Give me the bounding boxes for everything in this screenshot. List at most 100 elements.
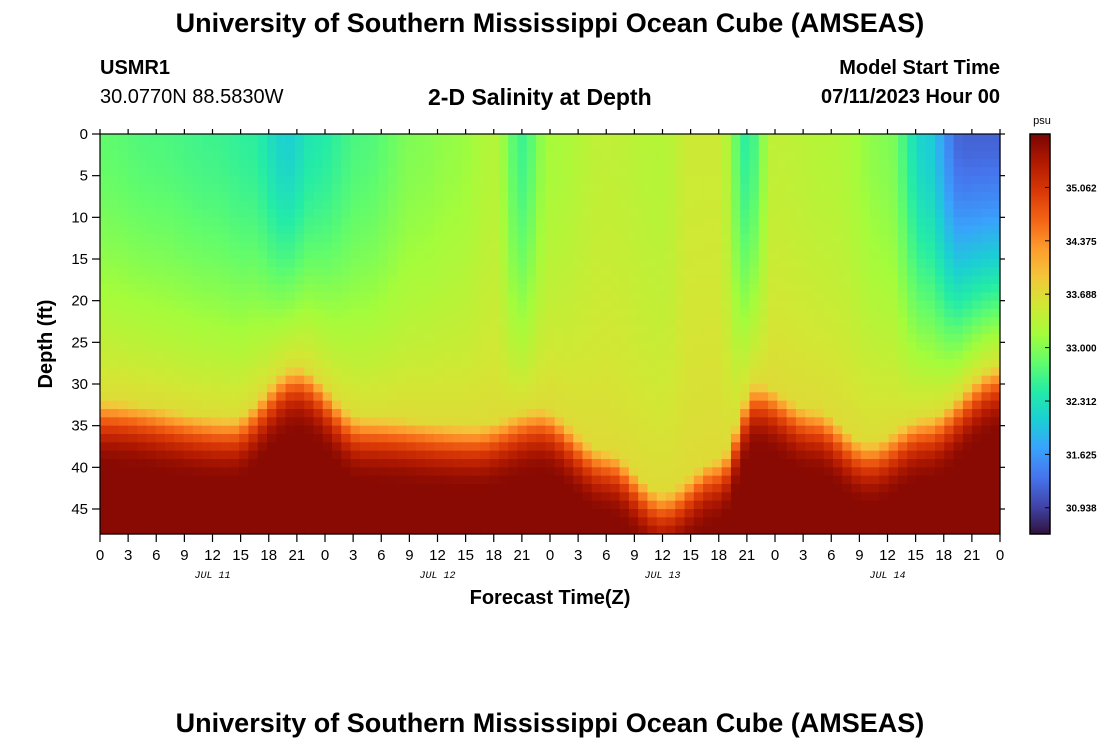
heatmap-cell: [842, 434, 853, 443]
heatmap-cell: [434, 517, 444, 527]
heatmap-cell: [935, 375, 945, 385]
heatmap-cell: [935, 159, 945, 168]
heatmap-cell: [916, 167, 927, 177]
heatmap-cell: [777, 284, 788, 293]
heatmap-cell: [248, 434, 259, 443]
heatmap-cell: [628, 134, 639, 143]
heatmap-cell: [202, 275, 212, 285]
heatmap-cell: [601, 259, 611, 268]
heatmap-cell: [267, 375, 277, 385]
heatmap-cell: [545, 492, 556, 502]
heatmap-cell: [220, 467, 231, 477]
heatmap-cell: [610, 242, 621, 252]
heatmap-cell: [944, 342, 955, 352]
heatmap-cell: [109, 192, 120, 202]
heatmap-cell: [823, 509, 834, 518]
heatmap-cell: [294, 375, 305, 385]
heatmap-cell: [740, 234, 751, 243]
heatmap-cell: [434, 292, 444, 302]
heatmap-cell: [517, 492, 528, 502]
heatmap-cell: [248, 184, 259, 193]
heatmap-cell: [341, 250, 352, 260]
heatmap-cell: [276, 267, 287, 277]
heatmap-cell: [331, 217, 342, 227]
heatmap-cell: [768, 267, 778, 277]
heatmap-cell: [972, 517, 983, 527]
heatmap-cell: [137, 509, 147, 518]
heatmap-cell: [693, 167, 704, 177]
heatmap-cell: [127, 442, 138, 452]
heatmap-cell: [721, 342, 732, 352]
heatmap-cell: [962, 275, 973, 285]
heatmap-cell: [517, 242, 528, 252]
heatmap-cell: [508, 317, 519, 327]
heatmap-cell: [174, 242, 185, 252]
heatmap-cell: [109, 300, 120, 310]
heatmap-cell: [962, 134, 973, 143]
heatmap-cell: [229, 425, 240, 435]
heatmap-cell: [610, 375, 621, 385]
heatmap-cell: [730, 392, 741, 402]
heatmap-cell: [461, 134, 472, 143]
heatmap-cell: [944, 217, 955, 227]
heatmap-cell: [981, 509, 992, 518]
heatmap-cell: [990, 267, 1001, 277]
heatmap-cell: [220, 192, 231, 202]
heatmap-cell: [656, 384, 667, 393]
heatmap-cell: [721, 234, 732, 243]
heatmap-cell: [935, 184, 945, 193]
heatmap-cell: [563, 267, 574, 277]
heatmap-cell: [536, 434, 546, 443]
heatmap-cell: [146, 234, 157, 243]
heatmap-cell: [712, 259, 723, 268]
heatmap-cell: [313, 425, 324, 435]
heatmap-cell: [786, 250, 797, 260]
heatmap-cell: [211, 217, 222, 227]
heatmap-cell: [137, 234, 147, 243]
heatmap-cell: [944, 392, 955, 402]
heatmap-cell: [897, 392, 908, 402]
heatmap-cell: [888, 350, 899, 360]
heatmap-cell: [944, 434, 955, 443]
heatmap-cell: [972, 234, 983, 243]
heatmap-cell: [768, 475, 778, 485]
heatmap-cell: [851, 192, 862, 202]
heatmap-cell: [703, 342, 713, 352]
heatmap-cell: [118, 425, 129, 435]
heatmap-cell: [285, 175, 296, 185]
heatmap-cell: [582, 317, 593, 327]
heatmap-cell: [907, 192, 918, 202]
heatmap-cell: [693, 184, 704, 193]
heatmap-cell: [424, 359, 435, 368]
heatmap-cell: [359, 159, 370, 168]
heatmap-cell: [638, 434, 649, 443]
heatmap-cell: [582, 217, 593, 227]
heatmap-cell: [554, 317, 565, 327]
heatmap-cell: [508, 409, 519, 418]
heatmap-cell: [294, 309, 305, 318]
heatmap-cell: [610, 500, 621, 510]
heatmap-cell: [656, 167, 667, 177]
heatmap-cell: [638, 442, 649, 452]
heatmap-cell: [137, 317, 147, 327]
heatmap-cell: [749, 200, 760, 210]
heatmap-cell: [721, 250, 732, 260]
heatmap-cell: [387, 392, 398, 402]
heatmap-cell: [563, 209, 574, 218]
heatmap-cell: [378, 359, 389, 368]
heatmap-cell: [832, 509, 843, 518]
heatmap-cell: [146, 492, 157, 502]
heatmap-cell: [322, 292, 333, 302]
heatmap-cell: [647, 134, 658, 143]
heatmap-cell: [758, 409, 769, 418]
heatmap-cell: [146, 300, 157, 310]
heatmap-cell: [619, 309, 630, 318]
heatmap-cell: [851, 175, 862, 185]
heatmap-cell: [563, 250, 574, 260]
heatmap-cell: [675, 517, 686, 527]
heatmap-cell: [322, 375, 333, 385]
heatmap-cell: [962, 192, 973, 202]
heatmap-cell: [851, 217, 862, 227]
heatmap-cell: [480, 217, 491, 227]
heatmap-cell: [814, 484, 825, 493]
